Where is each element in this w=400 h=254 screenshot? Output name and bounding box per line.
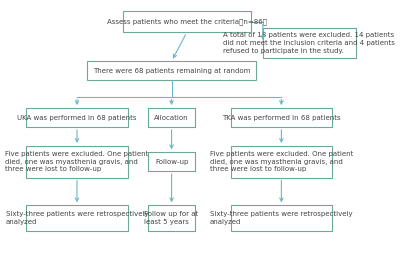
Text: Follow up for at
least 5 years: Follow up for at least 5 years: [144, 211, 199, 225]
Text: Sixty-three patients were retrospectively
analyzed: Sixty-three patients were retrospectivel…: [6, 211, 148, 225]
Text: Sixty-three patients were retrospectively
analyzed: Sixty-three patients were retrospectivel…: [210, 211, 353, 225]
Text: UKA was performed in 68 patients: UKA was performed in 68 patients: [17, 115, 137, 121]
FancyBboxPatch shape: [26, 108, 128, 127]
Text: Allocation: Allocation: [154, 115, 189, 121]
FancyBboxPatch shape: [87, 61, 256, 80]
Text: A total of 18 patients were excluded. 14 patients
did not meet the inclusion cri: A total of 18 patients were excluded. 14…: [223, 32, 395, 54]
FancyBboxPatch shape: [231, 146, 332, 178]
Text: Assess patients who meet the criteria（n=86）: Assess patients who meet the criteria（n=…: [107, 18, 267, 25]
FancyBboxPatch shape: [231, 108, 332, 127]
FancyBboxPatch shape: [231, 205, 332, 231]
FancyBboxPatch shape: [148, 152, 195, 171]
Text: There were 68 patients remaining at random: There were 68 patients remaining at rand…: [93, 68, 250, 74]
FancyBboxPatch shape: [122, 11, 251, 32]
Text: Follow-up: Follow-up: [155, 159, 188, 165]
FancyBboxPatch shape: [26, 146, 128, 178]
FancyBboxPatch shape: [148, 108, 195, 127]
Text: TKA was performed in 68 patients: TKA was performed in 68 patients: [222, 115, 341, 121]
Text: Five patients were excluded. One patient
died, one was myasthenia gravis, and
th: Five patients were excluded. One patient…: [5, 151, 149, 172]
FancyBboxPatch shape: [148, 205, 195, 231]
Text: Five patients were excluded. One patient
died, one was myasthenia gravis, and
th: Five patients were excluded. One patient…: [210, 151, 353, 172]
FancyBboxPatch shape: [263, 28, 356, 58]
FancyBboxPatch shape: [26, 205, 128, 231]
